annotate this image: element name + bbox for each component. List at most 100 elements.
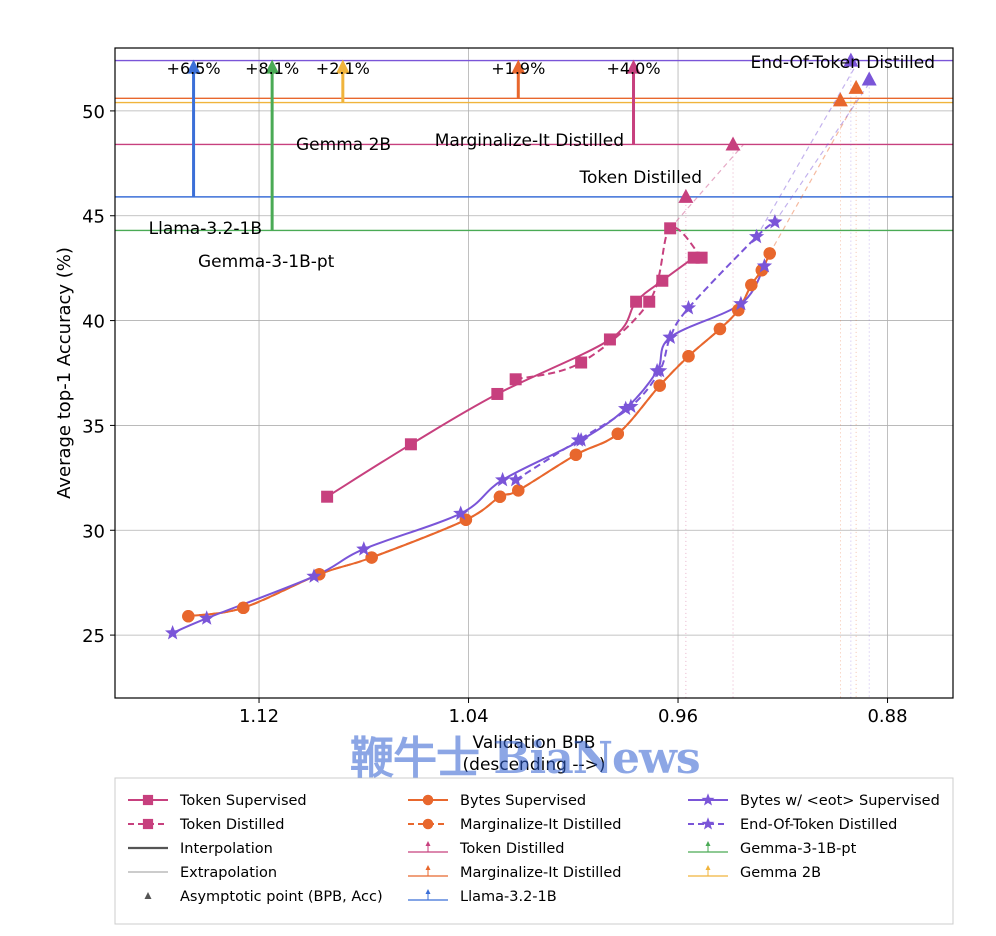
- data-point-star: [749, 228, 765, 244]
- data-point-circle: [653, 379, 666, 392]
- improvement-label: +2.1%: [316, 59, 370, 78]
- reference-line-label: Llama-3.2-1B: [149, 219, 262, 239]
- y-axis-label: Average top-1 Accuracy (%): [54, 247, 75, 499]
- legend-label: Interpolation: [180, 841, 273, 857]
- improvement-arrow-head: [186, 59, 201, 74]
- axis-labels: Validation BPB(descending -->) Average to…: [54, 247, 605, 775]
- series-lines: [172, 221, 776, 634]
- data-point-circle: [611, 427, 624, 441]
- grid: [115, 48, 953, 698]
- legend-label: Bytes w/ <eot> Supervised: [740, 793, 940, 809]
- data-point-circle: [763, 247, 776, 260]
- data-point-circle: [237, 601, 250, 615]
- legend-label: Marginalize-It Distilled: [460, 865, 621, 881]
- asymptote-triangle: [843, 52, 859, 67]
- legend-frame: [114, 777, 954, 925]
- data-point-square: [664, 222, 677, 235]
- x-axis-label-sub: (descending -->): [463, 755, 606, 775]
- legend-label: Token Distilled: [459, 841, 565, 857]
- legend-arrow-head: [425, 841, 431, 846]
- watermark-logo: 鞭牛士 BiaNews: [350, 733, 701, 784]
- data-point-circle: [569, 448, 583, 461]
- y-tick-label: 35: [82, 416, 105, 437]
- legend-label: End-Of-Token Distilled: [740, 817, 897, 833]
- data-point-circle: [182, 610, 195, 623]
- x-tick-label: 0.88: [867, 706, 907, 727]
- data-point-circle: [713, 322, 727, 336]
- data-point-star: [756, 258, 773, 273]
- data-point-star: [701, 793, 715, 806]
- x-tick-label: 0.96: [658, 706, 698, 727]
- improvement-label: +8.1%: [245, 59, 299, 78]
- y-tick-label: 25: [82, 626, 105, 647]
- data-point-circle: [682, 350, 695, 363]
- asymptote-triangle: [725, 136, 741, 151]
- legend-arrow-head: [425, 889, 431, 894]
- legend-label: Extrapolation: [180, 865, 277, 881]
- data-point-circle: [422, 818, 434, 830]
- plot-frame: [114, 47, 954, 699]
- extrapolation-line: [774, 79, 873, 223]
- reference-line-label: Token Distilled: [578, 168, 702, 188]
- extrapolation-lines: [669, 60, 873, 254]
- data-point-star: [508, 471, 524, 487]
- data-point-circle: [493, 490, 507, 503]
- reference-line-label: End-Of-Token Distilled: [751, 53, 935, 73]
- data-point-star: [453, 505, 469, 520]
- data-point-square: [575, 356, 588, 369]
- y-tick-label: 30: [82, 521, 105, 542]
- data-point-star: [767, 214, 783, 229]
- improvement-arrows: [186, 59, 641, 231]
- improvement-label: +4.0%: [606, 59, 660, 78]
- legend-label: Token Supervised: [179, 793, 307, 809]
- legend: Token Supervised Token Distilled Interpola…: [114, 777, 954, 925]
- series-markers: [165, 214, 783, 640]
- improvement-arrow-head: [626, 59, 641, 74]
- legend-triangle: [144, 892, 152, 899]
- x-tick-label: 1.12: [239, 706, 279, 727]
- improvement-label: +1.9%: [491, 59, 545, 78]
- asymptote-markers: [678, 52, 877, 203]
- improvement-arrow-head: [265, 59, 280, 74]
- legend-label: Gemma 2B: [740, 865, 821, 881]
- series-line: [188, 253, 771, 618]
- data-point-square: [656, 274, 669, 287]
- improvement-arrow-head: [511, 59, 526, 74]
- data-point-square: [603, 333, 616, 346]
- y-tick-label: 45: [82, 207, 105, 228]
- data-point-square: [630, 295, 643, 308]
- data-point-square: [404, 438, 417, 451]
- data-point-circle: [512, 484, 525, 497]
- series-line: [515, 226, 703, 381]
- data-point-square: [142, 818, 154, 830]
- reference-lines: [115, 59, 953, 698]
- data-point-star: [495, 471, 511, 487]
- data-point-square: [321, 490, 334, 503]
- data-point-star: [356, 541, 372, 556]
- improvement-label: +6.5%: [167, 59, 221, 78]
- data-point-star: [652, 362, 668, 378]
- y-tick-label: 40: [82, 312, 105, 333]
- improvement-arrow-head: [335, 59, 350, 74]
- legend-arrow-head: [705, 865, 711, 870]
- data-point-star: [662, 329, 678, 344]
- extrapolation-line: [756, 60, 860, 238]
- data-point-star: [623, 398, 639, 413]
- data-point-star: [733, 295, 749, 311]
- data-point-star: [618, 400, 634, 416]
- legend-label: Asymptotic point (BPB, Acc): [180, 889, 383, 905]
- data-point-star: [570, 432, 587, 447]
- asymptote-triangle: [678, 188, 694, 203]
- x-tick-label: 1.04: [448, 706, 488, 727]
- x-axis-label: Validation BPB: [473, 733, 596, 753]
- y-tick-label: 50: [82, 102, 105, 123]
- data-point-square: [142, 794, 154, 806]
- annotation-labels: +6.5% +8.1% +2.1% +1.9% +4.0% End-Of-Token Di…: [149, 53, 935, 272]
- data-point-star: [306, 568, 322, 583]
- legend-label: Bytes Supervised: [460, 793, 586, 809]
- data-point-star: [165, 625, 181, 640]
- reference-line-label: Marginalize-It Distilled: [435, 131, 624, 151]
- data-point-square: [695, 251, 708, 264]
- data-point-star: [680, 300, 697, 315]
